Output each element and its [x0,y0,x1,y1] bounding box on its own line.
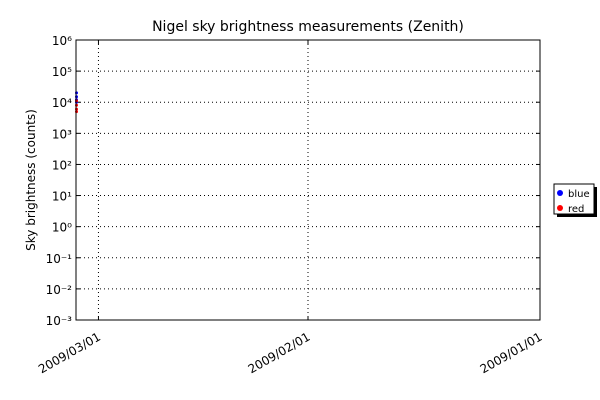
y-tick-label: 10⁴ [52,96,72,110]
y-tick-label: 10⁻³ [46,314,73,328]
chart-title: Nigel sky brightness measurements (Zenit… [152,19,464,35]
y-tick-label: 10³ [52,127,72,141]
y-tick-label: 10¹ [52,190,72,204]
legend-marker [557,190,563,196]
y-tick-label: 10⁶ [52,34,72,48]
legend-marker [557,205,563,211]
y-tick-label: 10⁻¹ [46,252,73,266]
plot-frame [75,39,541,321]
y-axis-label: Sky brightness (counts) [24,109,38,251]
legend-label: blue [568,189,590,200]
y-tick-label: 10⁻² [46,283,73,297]
y-tick-label: 10² [52,158,72,172]
y-tick-label: 10⁰ [52,221,72,235]
legend-label: red [568,204,584,215]
y-tick-label: 10⁵ [52,65,72,79]
